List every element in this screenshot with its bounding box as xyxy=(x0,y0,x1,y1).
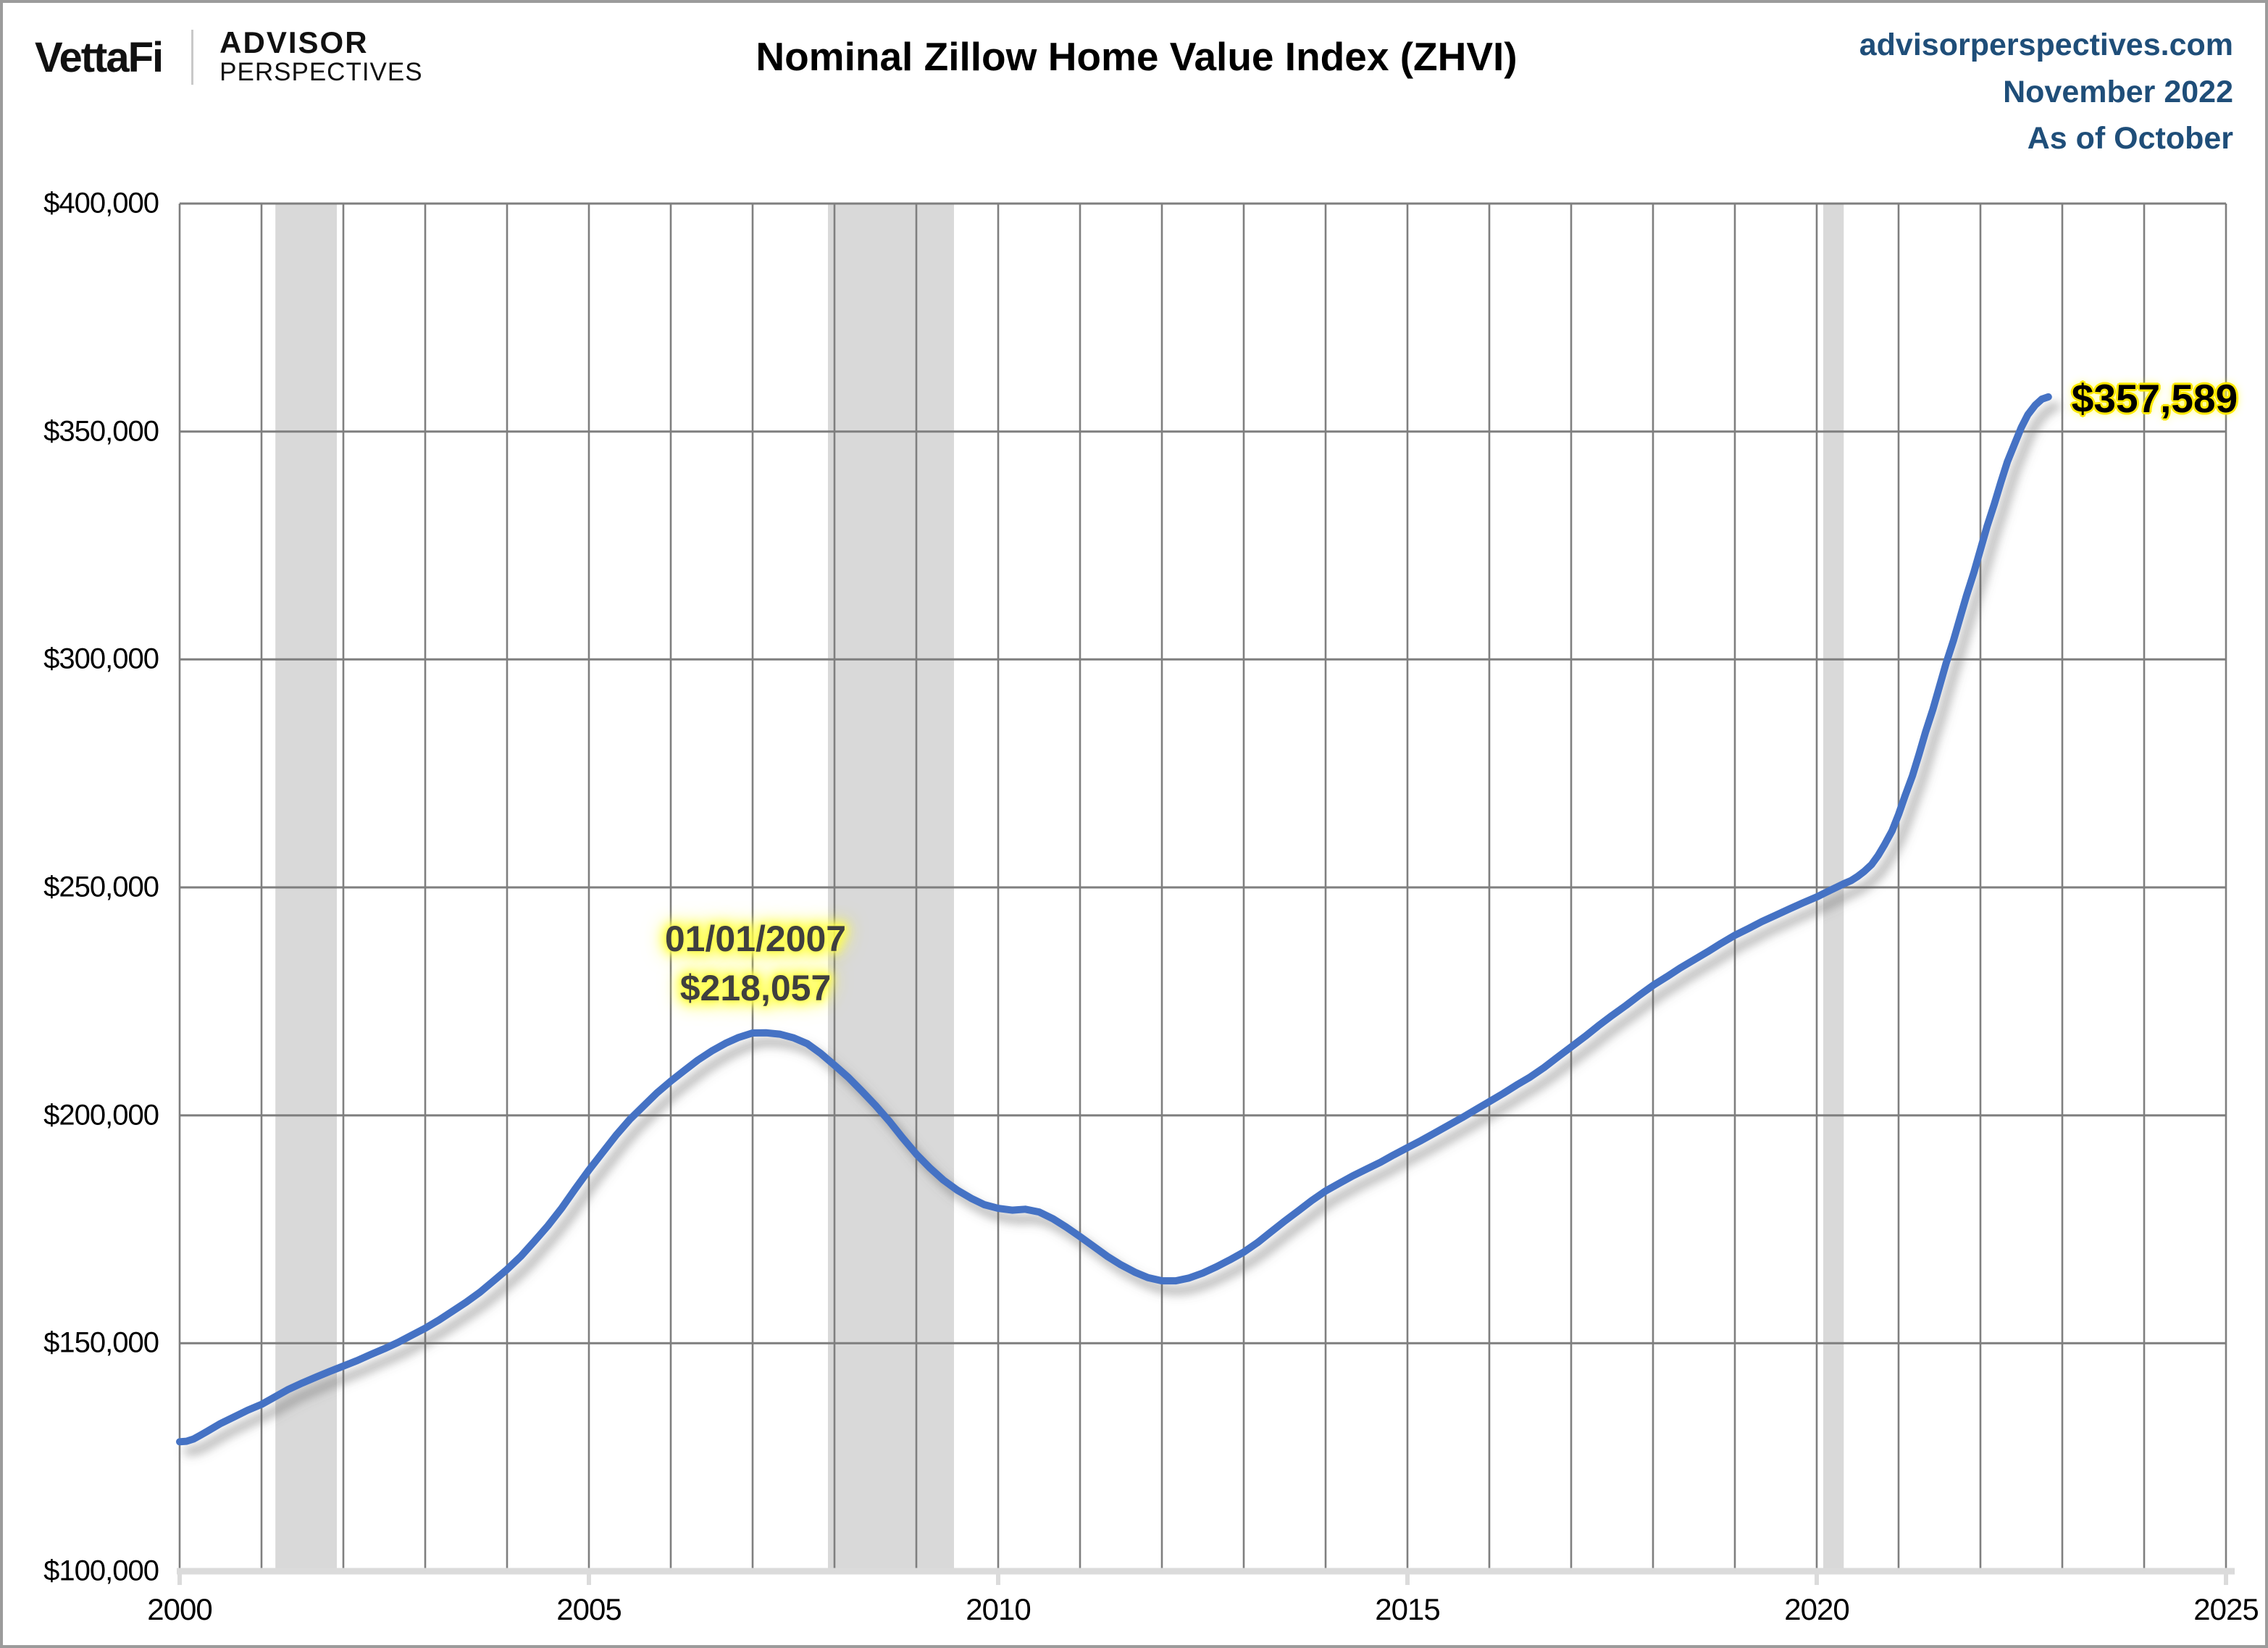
peak-date: 01/01/2007 xyxy=(664,919,847,960)
source-url: advisorperspectives.com xyxy=(1859,28,2233,62)
x-axis-label: 2025 xyxy=(2193,1592,2259,1626)
source-month: November 2022 xyxy=(2003,74,2233,109)
y-axis-label: $350,000 xyxy=(43,415,159,448)
zhvi-series-line xyxy=(176,393,2052,1446)
y-axis-label: $150,000 xyxy=(43,1326,159,1359)
advisor-perspectives-logo: ADVISOR PERSPECTIVES xyxy=(219,28,422,87)
source-asof: As of October xyxy=(2027,121,2233,156)
perspectives-wordmark: PERSPECTIVES xyxy=(219,58,423,86)
vettafi-logo: VettaFi xyxy=(35,33,164,81)
source-attribution: advisorperspectives.com November 2022 As… xyxy=(1859,22,2233,162)
x-axis-label: 2020 xyxy=(1784,1592,1849,1626)
x-axis-label: 2010 xyxy=(966,1592,1031,1626)
y-axis-label: $100,000 xyxy=(43,1555,159,1587)
x-axis-label: 2005 xyxy=(556,1592,622,1626)
peak-value: $218,057 xyxy=(679,967,832,1008)
x-axis-label: 2000 xyxy=(147,1592,212,1626)
chart-title: Nominal Zillow Home Value Index (ZHVI) xyxy=(756,34,1518,79)
y-axis-label: $200,000 xyxy=(43,1099,159,1132)
peak-annotation: 01/01/2007 $218,057 xyxy=(665,915,846,1013)
header-logo: VettaFi ADVISOR PERSPECTIVES xyxy=(35,28,423,87)
x-axis-label: 2015 xyxy=(1375,1592,1440,1626)
zhvi-line-chart xyxy=(176,202,2235,1585)
advisor-wordmark: ADVISOR xyxy=(219,25,369,59)
y-axis-label: $300,000 xyxy=(43,643,159,675)
latest-value-label: $357,589 xyxy=(2071,375,2238,421)
logo-divider xyxy=(191,30,194,85)
y-axis-label: $250,000 xyxy=(43,871,159,903)
y-axis-label: $400,000 xyxy=(43,187,159,219)
